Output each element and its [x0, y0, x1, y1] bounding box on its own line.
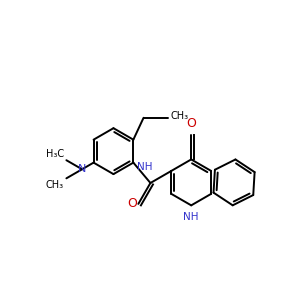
Text: O: O — [128, 197, 137, 210]
Text: O: O — [186, 117, 196, 130]
Text: H₃C: H₃C — [46, 149, 64, 159]
Text: N: N — [78, 164, 86, 174]
Text: CH₃: CH₃ — [46, 180, 64, 190]
Text: NH: NH — [184, 212, 199, 222]
Text: NH: NH — [137, 162, 153, 172]
Text: CH₃: CH₃ — [171, 111, 189, 121]
